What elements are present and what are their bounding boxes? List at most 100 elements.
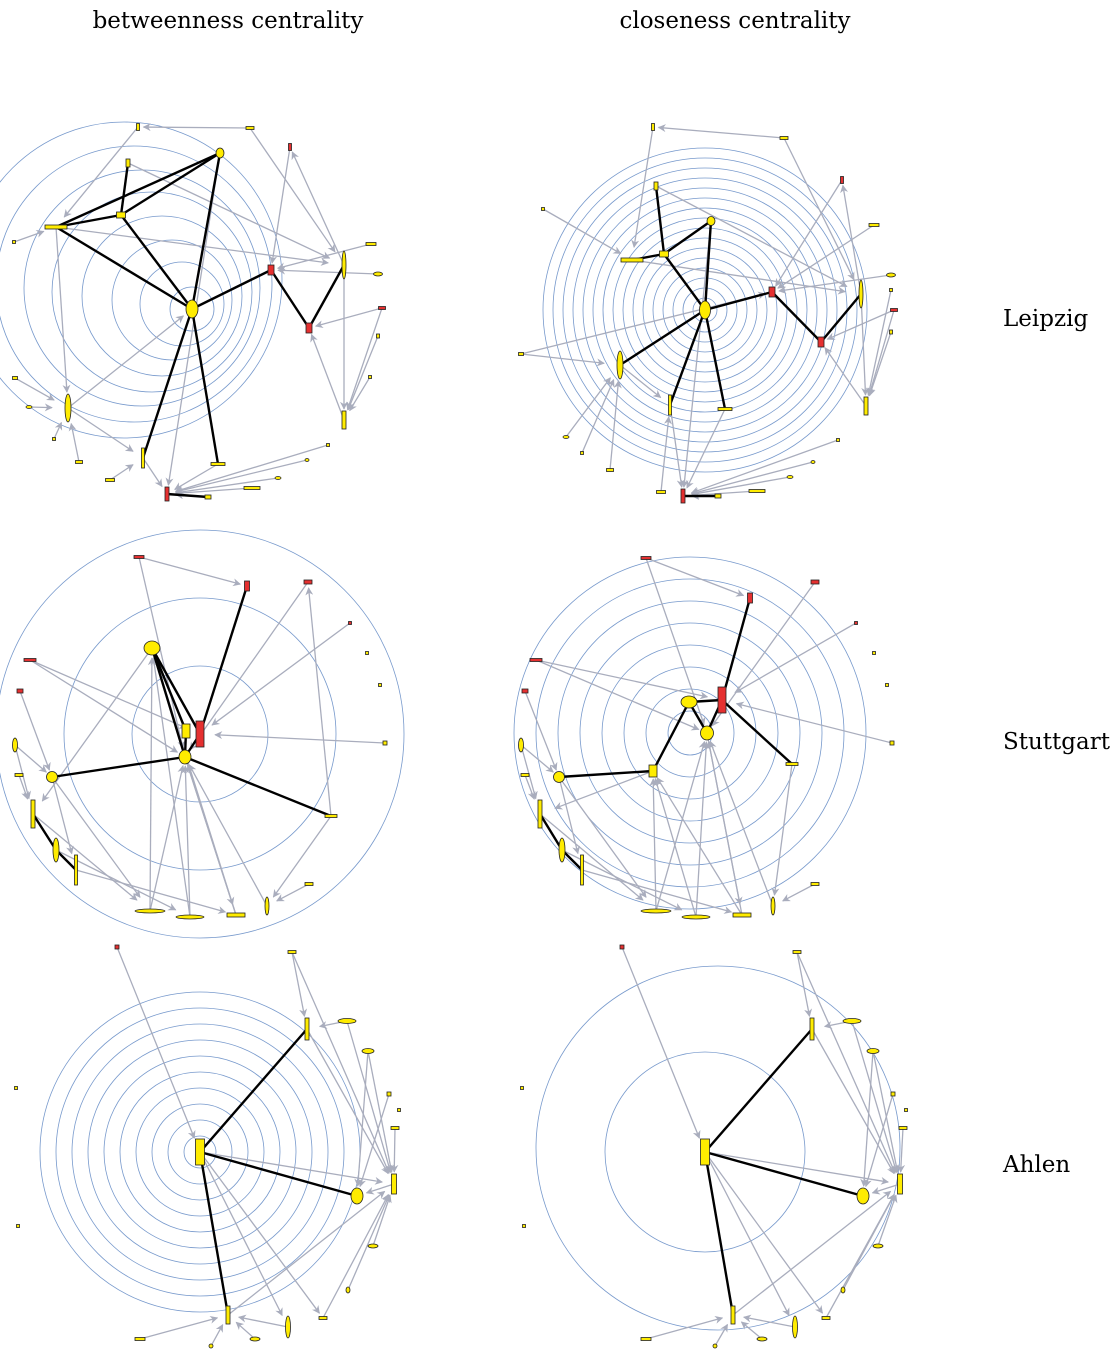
arc-edge [897,1127,906,1173]
arc-edge [771,763,793,896]
arc-edge [714,1323,729,1347]
arc-edge [291,951,308,1018]
node [116,211,126,219]
node [181,723,191,739]
arc-edge [199,1151,320,1314]
arc-edge [877,1194,898,1247]
node [786,475,794,479]
arc-edge [67,315,185,409]
level-rings [0,529,405,939]
node [606,468,614,472]
node [792,950,802,954]
node [361,1048,375,1054]
tree-edge [190,152,222,310]
level-ring [0,121,283,439]
tree-edge [663,220,712,255]
tree-edge [55,849,77,871]
arc-edge [660,416,673,493]
node [648,764,658,778]
row-label-stuttgart: Stuttgart [1003,729,1111,755]
tree-edge [307,264,346,329]
arc-edge [29,659,187,729]
arc-edge [686,408,726,489]
arc-edge [211,622,351,726]
node [274,476,282,480]
arc-edge [291,151,345,266]
level-ring [111,239,233,361]
arc-edge [811,1028,895,1175]
tree-edge [199,1028,308,1153]
level-ring [51,191,253,393]
arc-edge [372,1194,392,1247]
tree-edges [619,185,862,498]
node [143,640,161,656]
node [245,126,255,130]
node [520,773,530,777]
arcs [14,556,386,918]
panel-stuttgart-closeness [513,556,895,920]
node [348,621,352,625]
arc-edge [860,1050,874,1187]
arc-edge [175,487,253,497]
arc-edge [51,776,141,898]
level-ring [652,257,758,363]
arcs [13,123,383,500]
node [640,1337,652,1341]
node [12,240,16,244]
arc-edge [796,951,896,1174]
tree-edge [720,597,752,701]
arc-edge [783,137,855,281]
arc-edge [782,883,816,902]
arc-edge [690,461,814,496]
arc-edge [649,778,658,912]
node [700,725,714,741]
arc-edge [199,1151,283,1317]
level-ring [167,1119,233,1185]
arc-edge [777,224,875,289]
node [680,695,698,709]
node [770,896,776,916]
node [345,1286,351,1294]
node [817,336,825,348]
node [640,556,652,560]
arc-edge [706,732,743,905]
nodes [12,555,388,920]
node [730,1305,736,1325]
level-ring [612,217,798,403]
level-ring [604,1051,806,1253]
node [620,257,644,263]
level-ring [632,237,778,383]
node [886,272,896,278]
arc-edge [645,557,706,726]
arc-edge [669,404,685,488]
arc-edge [775,179,843,287]
node [529,658,543,662]
level-ring [601,644,779,822]
arc-edge [277,266,379,275]
arc-edge [734,622,857,694]
nodes [518,556,895,920]
arc-edge [139,1315,219,1340]
node [74,854,78,886]
tree-edge [198,1151,230,1316]
node [836,438,840,442]
node [680,488,686,504]
node [756,1336,768,1342]
panel-ahlen-betweenness [14,944,401,1349]
node [244,580,250,592]
tree-edge [619,308,706,367]
node [712,1343,718,1349]
arc-edge [732,1190,892,1316]
arc-edge [690,439,839,495]
node [656,490,666,494]
node [341,250,347,280]
node [840,1286,846,1294]
node [185,299,199,319]
node [856,1187,870,1205]
arc-edge [174,444,329,494]
arc-edge [695,741,711,918]
arc-edge [269,146,291,264]
node [368,375,372,379]
node [732,912,752,918]
